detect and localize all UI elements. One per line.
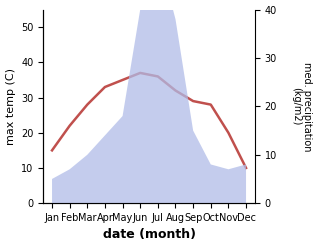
Y-axis label: med. precipitation
(kg/m2): med. precipitation (kg/m2)	[291, 62, 313, 151]
X-axis label: date (month): date (month)	[102, 228, 196, 242]
Y-axis label: max temp (C): max temp (C)	[5, 68, 16, 145]
